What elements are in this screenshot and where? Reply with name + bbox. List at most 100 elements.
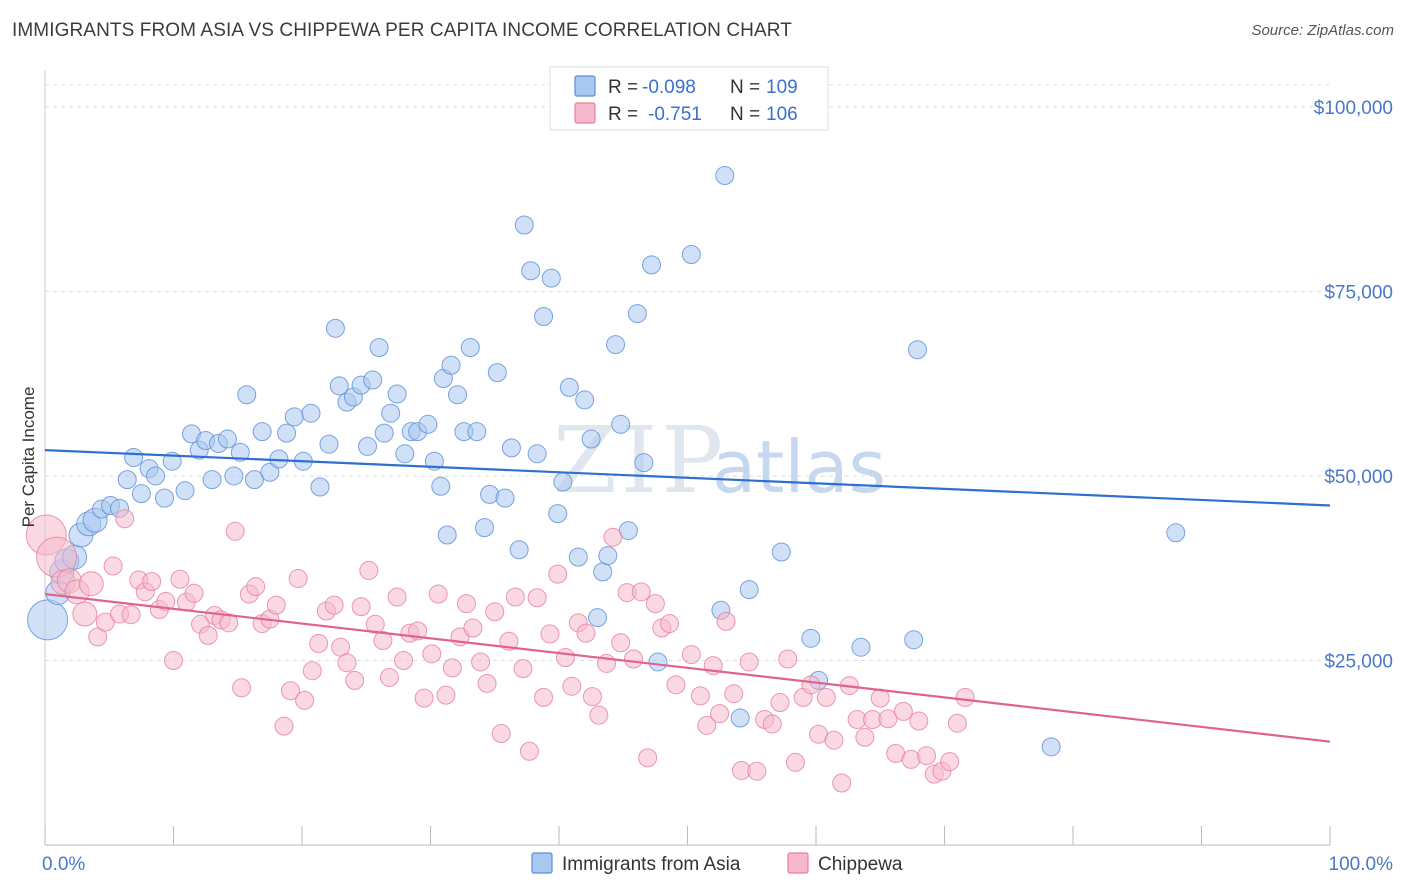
- legend-n-value-1: 109: [766, 77, 798, 98]
- point-chippewa-103: [770, 693, 790, 713]
- point-asia-94: [771, 542, 791, 562]
- correlation-legend: R = -0.098 N = 109 R = -0.751 N = 106: [549, 66, 829, 131]
- point-asia-85: [627, 304, 647, 324]
- point-chippewa-37: [295, 690, 315, 710]
- point-asia-58: [447, 385, 467, 405]
- point-chippewa-65: [491, 724, 511, 744]
- y-tick-label-2: $75,000: [1324, 282, 1393, 303]
- point-chippewa-12: [121, 605, 141, 625]
- point-chippewa-57: [436, 685, 456, 705]
- point-chippewa-71: [534, 687, 554, 707]
- point-chippewa-23: [198, 625, 218, 645]
- gridlines: [45, 84, 1330, 661]
- legend-swatch-blue: [574, 75, 596, 97]
- point-chippewa-56: [428, 584, 448, 604]
- point-chippewa-45: [351, 597, 371, 617]
- series-legend: Immigrants from Asia Chippewa: [531, 852, 903, 875]
- point-chippewa-62: [471, 652, 491, 672]
- point-asia-66: [501, 438, 521, 458]
- point-asia-95: [801, 628, 821, 648]
- point-asia-75: [559, 377, 579, 397]
- point-chippewa-109: [816, 687, 836, 707]
- point-asia-76: [568, 547, 588, 567]
- point-asia-72: [541, 268, 561, 288]
- point-asia-56: [437, 525, 457, 545]
- point-chippewa-126: [947, 713, 967, 733]
- legend-box: [549, 66, 829, 131]
- point-chippewa-69: [519, 741, 539, 761]
- point-chippewa-89: [660, 614, 680, 634]
- point-chippewa-75: [562, 676, 582, 696]
- point-chippewa-7: [88, 627, 108, 647]
- point-chippewa-86: [638, 748, 658, 768]
- chart-title: IMMIGRANTS FROM ASIA VS CHIPPEWA PER CAP…: [12, 20, 792, 41]
- point-chippewa-54: [414, 688, 434, 708]
- bottom-legend-swatch-pink: [787, 852, 809, 874]
- point-asia-54: [431, 476, 451, 496]
- trend-lines: [44, 449, 1331, 743]
- point-chippewa-105: [785, 752, 805, 772]
- point-asia-35: [301, 403, 321, 423]
- watermark: ZIP atlas: [553, 407, 886, 514]
- point-asia-68: [514, 215, 534, 235]
- point-asia-57: [441, 355, 461, 375]
- point-asia-61: [467, 422, 487, 442]
- point-asia-87: [642, 255, 662, 275]
- point-asia-79: [588, 608, 608, 628]
- point-chippewa-122: [917, 746, 937, 766]
- point-asia-89: [681, 245, 701, 265]
- trend-line-chippewa: [44, 592, 1331, 743]
- legend-n-label-2: N =: [730, 104, 760, 125]
- point-chippewa-111: [832, 773, 852, 793]
- point-chippewa-55: [422, 644, 442, 664]
- point-chippewa-100: [747, 761, 767, 781]
- x-tick-label-min: 0.0%: [42, 854, 85, 875]
- point-chippewa-35: [280, 681, 300, 701]
- bottom-legend-swatch-blue: [531, 852, 553, 874]
- point-chippewa-114: [855, 727, 875, 747]
- watermark-atlas: atlas: [712, 425, 886, 509]
- point-chippewa-104: [778, 649, 798, 669]
- legend-swatch-pink: [574, 102, 596, 124]
- point-asia-91: [715, 166, 735, 186]
- point-asia-32: [277, 423, 297, 443]
- point-asia-44: [363, 370, 383, 390]
- point-chippewa-18: [164, 650, 183, 670]
- point-chippewa-85: [631, 582, 651, 602]
- legend-r-value-1: -0.098: [642, 77, 696, 98]
- point-chippewa-21: [184, 583, 204, 603]
- point-chippewa-78: [582, 687, 602, 707]
- point-chippewa-93: [697, 715, 717, 735]
- point-chippewa-26: [219, 613, 239, 633]
- point-asia-45: [369, 338, 389, 358]
- point-chippewa-60: [456, 594, 476, 614]
- point-chippewa-63: [477, 673, 497, 693]
- trend-line-asia: [44, 449, 1331, 507]
- y-tick-labels: $25,000 $50,000 $75,000 $100,000: [1314, 98, 1393, 673]
- point-asia-28: [244, 470, 264, 490]
- bottom-legend-label-blue: Immigrants from Asia: [562, 854, 741, 875]
- point-chippewa-72: [540, 624, 560, 644]
- point-asia-101: [1166, 523, 1186, 543]
- point-chippewa-11: [115, 509, 135, 529]
- point-chippewa-51: [394, 650, 414, 670]
- point-chippewa-36: [288, 569, 308, 589]
- point-chippewa-6: [78, 571, 104, 597]
- point-chippewa-97: [724, 684, 744, 704]
- legend-r-value-2: -0.751: [648, 104, 702, 125]
- point-asia-24: [217, 429, 237, 449]
- point-asia-30: [260, 462, 280, 482]
- point-chippewa-121: [909, 711, 929, 731]
- point-asia-26: [230, 442, 250, 462]
- point-chippewa-67: [505, 587, 525, 607]
- point-asia-74: [553, 472, 573, 492]
- legend-n-value-2: 106: [766, 104, 798, 125]
- point-chippewa-33: [266, 595, 286, 615]
- point-asia-81: [598, 546, 618, 566]
- point-chippewa-19: [170, 569, 190, 589]
- point-chippewa-99: [739, 652, 759, 672]
- point-chippewa-74: [555, 648, 575, 668]
- point-asia-88: [648, 652, 668, 672]
- legend-r-label-2: R =: [608, 104, 638, 125]
- point-asia-36: [310, 477, 330, 497]
